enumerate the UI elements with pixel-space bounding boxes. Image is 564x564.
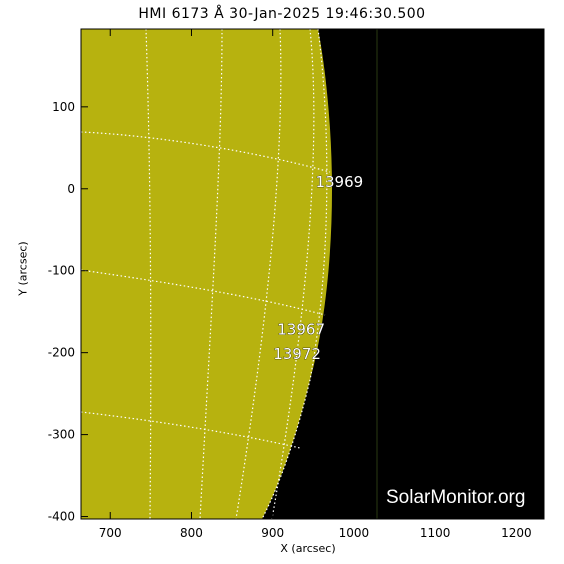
watermark-text: SolarMonitor.org xyxy=(386,487,526,508)
x-axis-label: X (arcsec) xyxy=(280,542,336,555)
x-tick-label: 1000 xyxy=(339,526,370,540)
x-tick-label: 700 xyxy=(99,526,122,540)
grid-longitude-line xyxy=(261,29,328,519)
grid-latitude-line xyxy=(81,131,331,173)
active-region-label: 13967 xyxy=(277,321,325,339)
x-axis-ticks: 700 800 900 1000 1100 1200 xyxy=(99,29,532,540)
x-tick-label: 1200 xyxy=(501,526,532,540)
active-region-label: 13972 xyxy=(273,345,321,363)
plot-title: HMI 6173 Å 30-Jan-2025 19:46:30.500 xyxy=(138,6,426,22)
solar-disk xyxy=(81,29,332,519)
active-region-label: 13969 xyxy=(315,173,363,191)
grid-longitude-line xyxy=(271,29,315,519)
grid-longitude-line xyxy=(235,29,282,519)
x-tick-label: 900 xyxy=(261,526,284,540)
y-tick-label: 0 xyxy=(67,182,75,196)
active-region-labels: 13969 13967 13972 xyxy=(273,173,364,364)
y-tick-label: -300 xyxy=(48,428,75,442)
y-axis-ticks: 100 0 -100 -200 -300 -400 xyxy=(48,100,544,524)
y-tick-label: -100 xyxy=(48,264,75,278)
y-tick-label: -400 xyxy=(48,510,75,524)
plot-frame xyxy=(80,28,545,520)
y-tick-label: -200 xyxy=(48,346,75,360)
grid-latitude-line xyxy=(81,269,326,316)
heliographic-grid xyxy=(81,29,331,519)
grid-longitude-line xyxy=(145,29,152,519)
y-tick-label: 100 xyxy=(52,100,75,114)
x-tick-label: 1100 xyxy=(420,526,451,540)
grid-longitude-line xyxy=(199,29,223,519)
y-axis-label: Y (arcsec) xyxy=(16,241,30,296)
x-tick-label: 800 xyxy=(180,526,203,540)
